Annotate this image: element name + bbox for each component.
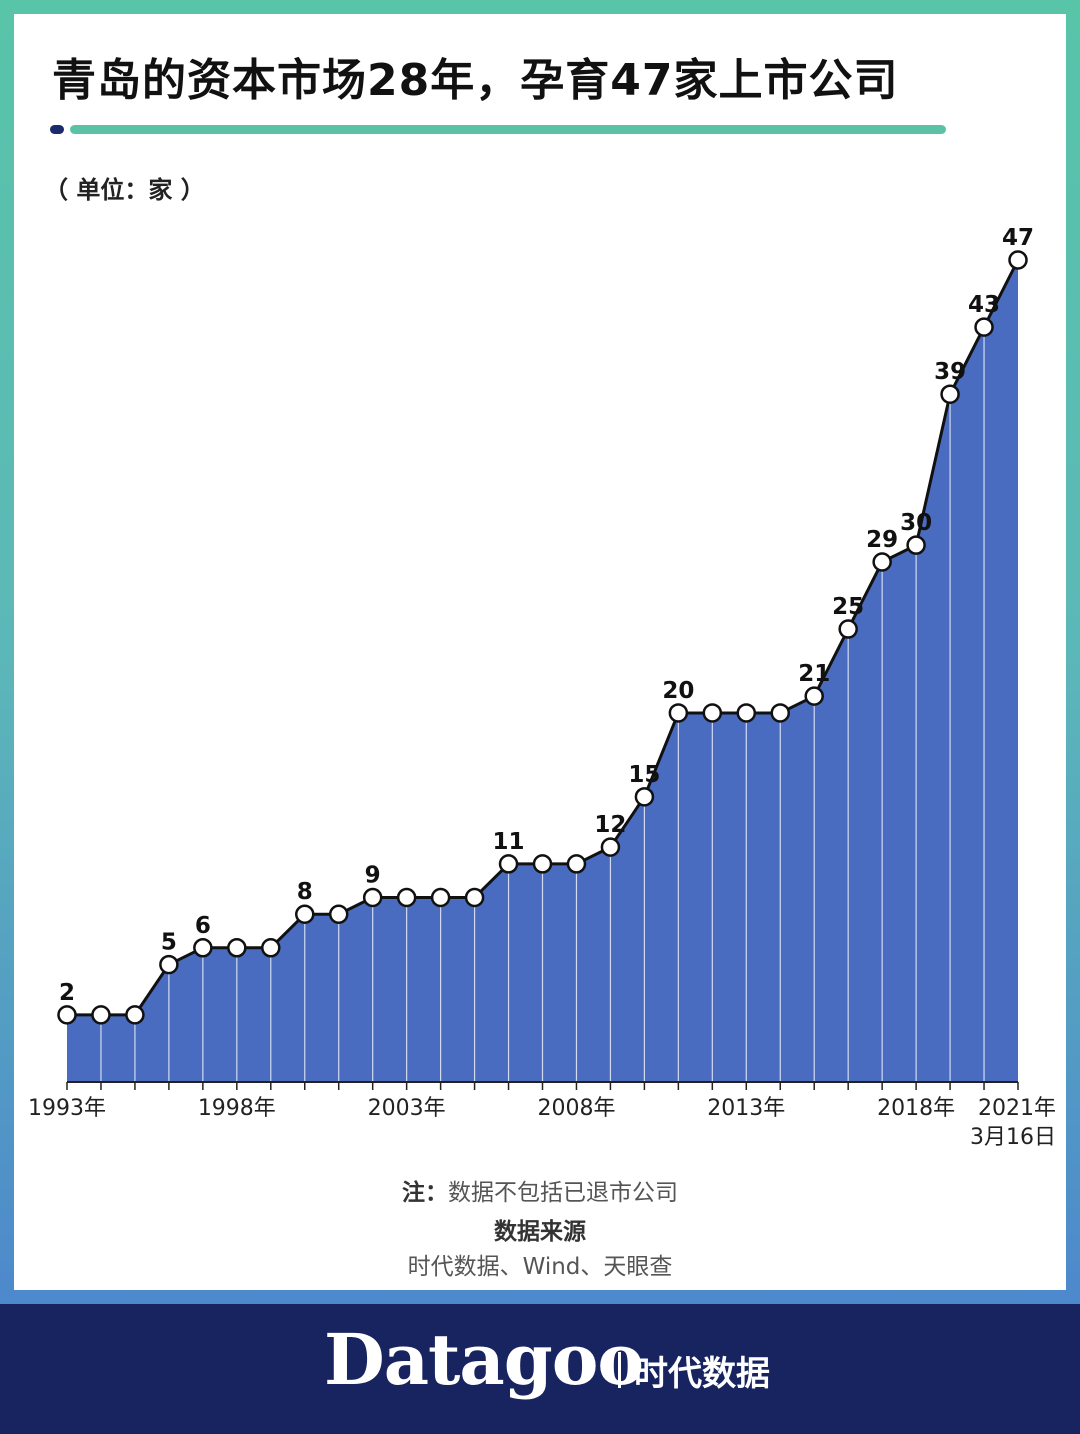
unit-label: （ 单位：家 ）	[44, 176, 205, 204]
data-point	[464, 887, 485, 908]
data-label: 29	[866, 527, 898, 553]
data-point	[872, 552, 892, 572]
data-point	[702, 703, 723, 723]
title-underline-bar	[70, 125, 946, 134]
data-point	[770, 703, 790, 723]
data-point	[736, 703, 757, 723]
source-text: 时代数据、Wind、天眼查	[407, 1254, 673, 1280]
x-tick-label: 1993年	[28, 1096, 106, 1121]
data-point	[91, 1005, 111, 1025]
footer-banner	[0, 1304, 1080, 1434]
data-point	[295, 904, 315, 924]
data-label: 12	[594, 812, 626, 838]
data-point	[159, 954, 179, 975]
data-point	[804, 686, 824, 706]
data-point	[193, 938, 213, 958]
data-point	[430, 887, 451, 908]
data-point	[634, 787, 655, 807]
data-point	[362, 887, 383, 908]
data-point	[668, 703, 689, 723]
brand-logo: Datagoo	[324, 1318, 644, 1401]
footnote: 注：数据不包括已退市公司	[0, 1173, 1080, 1207]
title-underline-dot	[50, 125, 64, 134]
data-label: 5	[161, 930, 177, 956]
data-label: 25	[832, 594, 864, 620]
data-point	[125, 1005, 145, 1025]
data-label: 21	[798, 661, 830, 687]
footnote-prefix: 注：	[402, 1180, 448, 1206]
footnote-text: 数据不包括已退市公司	[448, 1180, 678, 1206]
data-point	[566, 854, 587, 874]
brand-chinese-name: 时代数据	[634, 1354, 770, 1394]
data-point	[600, 837, 621, 857]
source-heading: 数据来源	[494, 1219, 586, 1245]
data-point	[261, 938, 281, 958]
data-label: 11	[493, 829, 525, 855]
data-point	[328, 904, 349, 924]
data-point	[498, 854, 519, 874]
data-point	[1008, 250, 1028, 270]
data-point	[906, 535, 926, 555]
x-tick-label: 2021年	[978, 1096, 1056, 1121]
x-tick-label: 2008年	[537, 1096, 615, 1121]
data-label: 39	[934, 359, 966, 385]
data-label: 8	[297, 879, 313, 905]
data-label: 30	[900, 510, 932, 536]
data-label: 9	[365, 862, 381, 888]
x-tick-label: 2018年	[877, 1096, 955, 1121]
data-label: 6	[195, 913, 211, 939]
data-label: 43	[968, 292, 1000, 318]
data-point	[974, 317, 994, 337]
data-label: 20	[662, 678, 694, 704]
x-tick-label: 1998年	[198, 1096, 276, 1121]
data-point	[940, 384, 960, 404]
x-tick-label: 3月16日	[970, 1125, 1056, 1150]
data-point	[532, 854, 553, 874]
brand-separator	[618, 1352, 621, 1388]
data-label: 15	[628, 762, 660, 788]
page-title: 青岛的资本市场28年，孕育47家上市公司	[52, 55, 899, 106]
data-point	[838, 619, 858, 639]
data-point	[57, 1005, 77, 1025]
data-point	[396, 887, 417, 908]
data-label: 47	[1002, 225, 1034, 251]
data-label: 2	[59, 980, 75, 1006]
x-tick-label: 2003年	[368, 1096, 446, 1121]
x-tick-label: 2013年	[707, 1096, 785, 1121]
data-point	[227, 938, 247, 958]
